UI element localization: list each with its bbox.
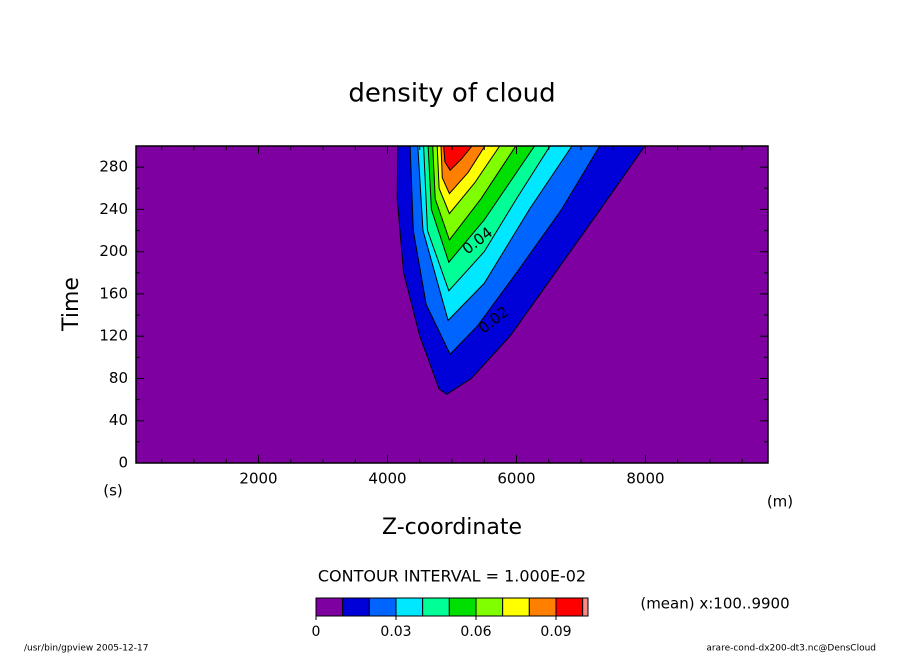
colorbar-tick-label: 0 xyxy=(312,624,321,640)
y-tick-label: 200 xyxy=(99,242,128,260)
mean-note: (mean) x:100..9900 xyxy=(640,595,789,613)
footer-left: /usr/bin/gpview 2005-12-17 xyxy=(24,644,148,654)
y-tick-label: 240 xyxy=(99,200,128,218)
colorbar-box xyxy=(555,597,584,617)
x-tick-label: 4000 xyxy=(368,470,406,488)
contour-region xyxy=(443,146,473,172)
y-axis-label: Time xyxy=(59,277,84,332)
colorbar-tick-label: 0.03 xyxy=(380,624,411,640)
y-tick-label: 120 xyxy=(99,327,128,345)
colorbar-tick-label: 0.06 xyxy=(460,624,491,640)
x-axis-label: Z-coordinate xyxy=(382,515,522,540)
colorbar-box xyxy=(582,597,589,617)
x-tick-label: 6000 xyxy=(497,470,535,488)
colorbar-box xyxy=(342,597,370,617)
colorbar-box xyxy=(475,597,504,617)
colorbar-box xyxy=(502,597,530,617)
contour-interval: CONTOUR INTERVAL = 1.000E-02 xyxy=(318,567,586,586)
y-tick-label: 0 xyxy=(118,454,128,472)
x-unit: (m) xyxy=(767,493,793,511)
colorbar-box xyxy=(448,597,477,617)
colorbar-box xyxy=(422,597,450,617)
footer-right: arare-cond-dx200-dt3.nc@DensCloud xyxy=(706,644,876,654)
colorbar-box xyxy=(395,597,424,617)
y-unit: (s) xyxy=(103,482,123,500)
y-tick-label: 80 xyxy=(109,369,128,387)
plot-area: 0.040.02 xyxy=(136,146,768,463)
x-tick-label: 2000 xyxy=(239,470,277,488)
y-tick-label: 160 xyxy=(99,284,128,302)
colorbar-box xyxy=(315,597,344,617)
chart-title: density of cloud xyxy=(348,79,555,109)
y-tick-label: 280 xyxy=(99,158,128,176)
x-tick-label: 8000 xyxy=(626,470,664,488)
colorbar-box xyxy=(368,597,397,617)
colorbar-box xyxy=(528,597,557,617)
colorbar-tick-label: 0.09 xyxy=(540,624,571,640)
y-tick-label: 40 xyxy=(109,411,128,429)
